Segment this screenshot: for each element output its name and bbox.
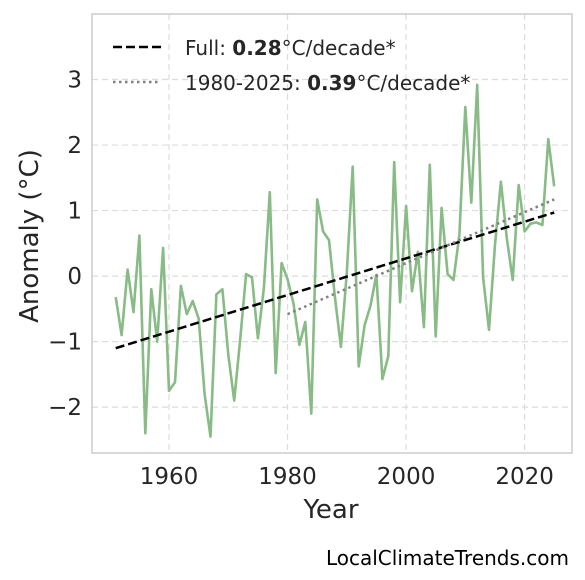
anomaly-series-line <box>114 83 556 438</box>
y-tick-label: −1 <box>48 330 82 356</box>
legend-full-value: 0.28 <box>232 36 281 60</box>
x-axis-title: Year <box>302 495 358 525</box>
y-tick-label: 2 <box>67 133 82 159</box>
legend-recent-suffix: °C/decade* <box>356 71 470 95</box>
series-layer <box>114 83 556 438</box>
legend-recent-prefix: 1980-2025: <box>185 71 307 95</box>
x-tick-label: 1980 <box>258 464 317 490</box>
legend-label-full: Full: 0.28°C/decade* <box>185 36 396 60</box>
y-tick-label: 3 <box>67 68 82 94</box>
legend-recent-value: 0.39 <box>307 71 356 95</box>
legend-label-recent: 1980-2025: 0.39°C/decade* <box>185 71 470 95</box>
legend-full-suffix: °C/decade* <box>282 36 396 60</box>
attribution: LocalClimateTrends.com <box>325 546 569 570</box>
trend-line-recent <box>287 198 555 316</box>
x-tick-label: 2000 <box>377 464 436 490</box>
y-tick-label: −2 <box>48 395 82 421</box>
plot-frame <box>91 13 573 454</box>
trend-layer <box>115 198 555 350</box>
legend-full-prefix: Full: <box>185 36 232 60</box>
y-tick-label: 1 <box>67 199 82 225</box>
x-tick-label: 2020 <box>495 464 554 490</box>
y-axis-ticks: −2 −1 0 1 2 3 <box>48 68 82 422</box>
legend: Full: 0.28°C/decade* 1980-2025: 0.39°C/d… <box>113 36 470 95</box>
y-axis-title: Anomaly (°C) <box>15 149 45 323</box>
y-tick-label: 0 <box>67 264 82 290</box>
trend-line-full <box>115 211 555 350</box>
x-tick-label: 1960 <box>140 464 199 490</box>
x-axis-ticks: 1960 1980 2000 2020 <box>140 464 554 490</box>
